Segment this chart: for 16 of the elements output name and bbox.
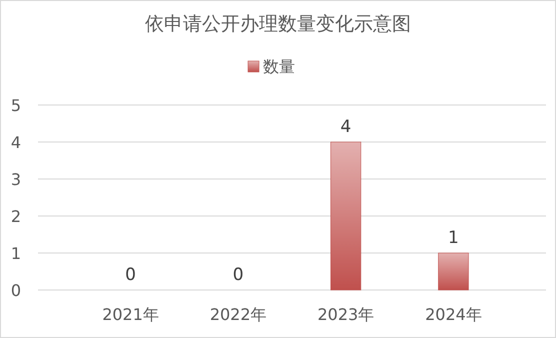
x-tick-label: 2024年 bbox=[425, 305, 482, 324]
data-label: 4 bbox=[340, 117, 352, 137]
legend-label: 数量 bbox=[263, 57, 295, 76]
x-tick-label: 2023年 bbox=[317, 305, 374, 324]
x-tick-label: 2022年 bbox=[210, 305, 267, 324]
data-label: 0 bbox=[232, 265, 244, 285]
x-tick-label: 2021年 bbox=[102, 305, 159, 324]
data-label: 1 bbox=[448, 228, 459, 248]
y-tick-label: 4 bbox=[10, 133, 22, 152]
y-tick-label: 0 bbox=[10, 281, 22, 300]
chart-title: 依申请公开办理数量变化示意图 bbox=[145, 13, 411, 35]
y-tick-label: 3 bbox=[10, 170, 22, 189]
y-tick-label: 5 bbox=[10, 96, 22, 115]
data-label: 0 bbox=[125, 265, 136, 285]
y-tick-label: 2 bbox=[10, 207, 22, 226]
y-tick-label: 1 bbox=[10, 244, 22, 263]
